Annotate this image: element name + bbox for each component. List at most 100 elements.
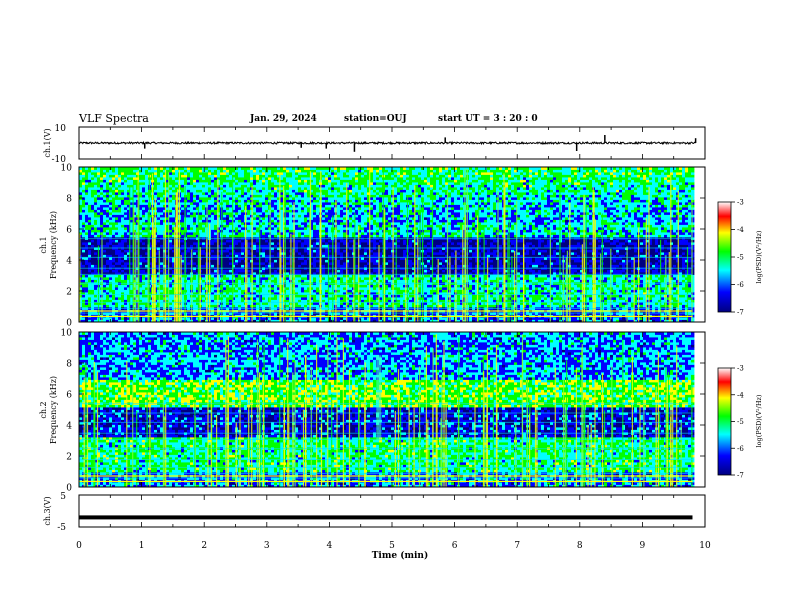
spectrogram-cell (286, 275, 289, 278)
spectrogram-cell (256, 230, 259, 233)
spectrogram-cell (262, 190, 265, 193)
spectrogram-cell (271, 275, 274, 278)
spectrogram-cell (82, 230, 85, 233)
spectrogram-cell (82, 232, 85, 235)
spectrogram-cell (223, 207, 226, 210)
spectrogram-cell (298, 202, 301, 205)
spectrogram-cell (313, 287, 316, 290)
spectrogram-cell (169, 220, 172, 223)
spectrogram-cell (256, 247, 259, 250)
spectrogram-cell (313, 210, 316, 213)
spectrogram-cell (115, 175, 118, 178)
spectrogram-cell (85, 180, 88, 183)
ch1-ylabel: ch.1(V) (43, 128, 52, 157)
spectrogram-cell (121, 280, 124, 283)
spectrogram-cell (253, 202, 256, 205)
spectrogram-cell (193, 287, 196, 290)
spectrogram-cell (301, 232, 304, 235)
spectrogram-cell (94, 295, 97, 298)
spectrogram-cell (88, 177, 91, 180)
spectrogram-cell (214, 285, 217, 288)
spectrogram-cell (115, 220, 118, 223)
spectrogram-cell (112, 227, 115, 230)
spectrogram-cell (109, 290, 112, 293)
spectrogram-cell (241, 317, 244, 320)
spectrogram-cell (205, 190, 208, 193)
spectrogram-cell (253, 192, 256, 195)
spectrogram-cell (262, 230, 265, 233)
spectrogram-cell (298, 172, 301, 175)
spectrogram-cell (313, 270, 316, 273)
spectrogram-cell (88, 265, 91, 268)
spectrogram-cell (262, 172, 265, 175)
spectrogram-cell (124, 215, 127, 218)
spectrogram-cell (190, 175, 193, 178)
spectrogram-cell (133, 175, 136, 178)
spectrogram-cell (268, 187, 271, 190)
spectrogram-cell (118, 177, 121, 180)
spectrogram-cell (181, 202, 184, 205)
spectrogram-cell (235, 275, 238, 278)
spectrogram-cell (100, 217, 103, 220)
spectrogram-cell (160, 202, 163, 205)
spectrogram-cell (256, 252, 259, 255)
spectrogram-cell (286, 197, 289, 200)
spectrogram-cell (79, 220, 82, 223)
spectrogram-cell (262, 225, 265, 228)
spectrogram-cell (175, 172, 178, 175)
spectrogram-cell (112, 190, 115, 193)
spectrogram-cell (265, 195, 268, 198)
spectrogram-cell (160, 220, 163, 223)
spectrogram-cell (235, 177, 238, 180)
spectrogram-cell (238, 297, 241, 300)
spectrogram-cell (112, 170, 115, 173)
spectrogram-cell (274, 317, 277, 320)
spectrogram-cell (211, 240, 214, 243)
spectrogram-cell (271, 177, 274, 180)
spectrogram-cell (106, 195, 109, 198)
spectrogram-cell (259, 205, 262, 208)
spectrogram-cell (106, 215, 109, 218)
spectrogram-cell (274, 287, 277, 290)
spectrogram-cell (214, 275, 217, 278)
spectrogram-cell (265, 192, 268, 195)
spectrogram-cell (160, 232, 163, 235)
spectrogram-cell (193, 217, 196, 220)
spectrogram-cell (286, 220, 289, 223)
spectrogram-cell (193, 260, 196, 263)
spectrogram-cell (187, 202, 190, 205)
spectrogram-cell (184, 177, 187, 180)
spectrogram-cell (259, 207, 262, 210)
spectrogram-cell (109, 247, 112, 250)
spectrogram-cell (259, 210, 262, 213)
spectrogram-cell (160, 225, 163, 228)
spectrogram-cell (313, 297, 316, 300)
spectrogram-cell (109, 182, 112, 185)
spectrogram-cell (160, 212, 163, 215)
spectrogram-cell (223, 252, 226, 255)
spectrogram-cell (142, 182, 145, 185)
spectrogram-cell (214, 290, 217, 293)
spectrogram-cell (313, 260, 316, 263)
spectrogram-cell (202, 215, 205, 218)
spectrogram-cell (313, 202, 316, 205)
spectrogram-cell (211, 252, 214, 255)
spectrogram-cell (313, 192, 316, 195)
spectrogram-cell (187, 227, 190, 230)
spectrogram-cell (202, 232, 205, 235)
spectrogram-cell (247, 297, 250, 300)
spectrogram-cell (277, 170, 280, 173)
spectrogram-cell (121, 197, 124, 200)
spectrogram-cell (262, 175, 265, 178)
spectrogram-cell (313, 187, 316, 190)
spectrogram-cell (187, 295, 190, 298)
spectrogram-cell (88, 247, 91, 250)
spectrogram-cell (91, 290, 94, 293)
spectrogram-cell (211, 277, 214, 280)
spectrogram-cell (223, 287, 226, 290)
spectrogram-cell (244, 170, 247, 173)
spectrogram-cell (109, 230, 112, 233)
spectrogram-cell (169, 187, 172, 190)
spectrogram-cell (109, 265, 112, 268)
spectrogram-cell (169, 200, 172, 203)
